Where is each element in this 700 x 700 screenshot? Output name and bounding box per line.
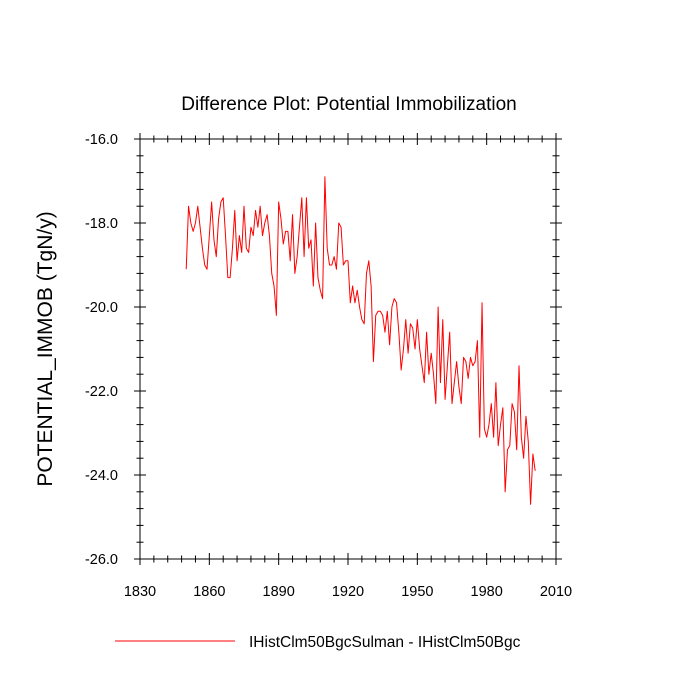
- series-line: [185, 176, 536, 505]
- plot-frame: [139, 138, 557, 560]
- y-tick-label: -16.0: [85, 132, 118, 148]
- axis-tick-labels: 1830 1860 1890 1920 1950 1980 2010 -26.0 -24.0 -2…: [85, 132, 572, 600]
- x-tick-label: 1860: [193, 584, 225, 600]
- y-axis-label: POTENTIAL_IMMOB (TgN/y): [34, 211, 57, 486]
- x-tick-label: 2010: [540, 584, 572, 600]
- y-tick-label: -24.0: [85, 468, 118, 484]
- x-tick-label: 1920: [332, 584, 364, 600]
- x-tick-label: 1890: [263, 584, 295, 600]
- y-tick-label: -26.0: [85, 552, 118, 568]
- legend: IHistClm50BgcSulman - IHistClm50Bgc: [115, 634, 521, 651]
- y-tick-label: -22.0: [85, 384, 118, 400]
- x-tick-label: 1830: [124, 584, 156, 600]
- series-group: [185, 176, 536, 505]
- legend-label: IHistClm50BgcSulman - IHistClm50Bgc: [249, 634, 521, 651]
- y-tick-label: -20.0: [85, 300, 118, 316]
- x-tick-label: 1950: [401, 584, 433, 600]
- x-tick-label: 1980: [471, 584, 503, 600]
- chart-title: Difference Plot: Potential Immobilizatio…: [181, 94, 516, 115]
- axis-ticks: [134, 133, 562, 565]
- y-tick-label: -18.0: [85, 216, 118, 232]
